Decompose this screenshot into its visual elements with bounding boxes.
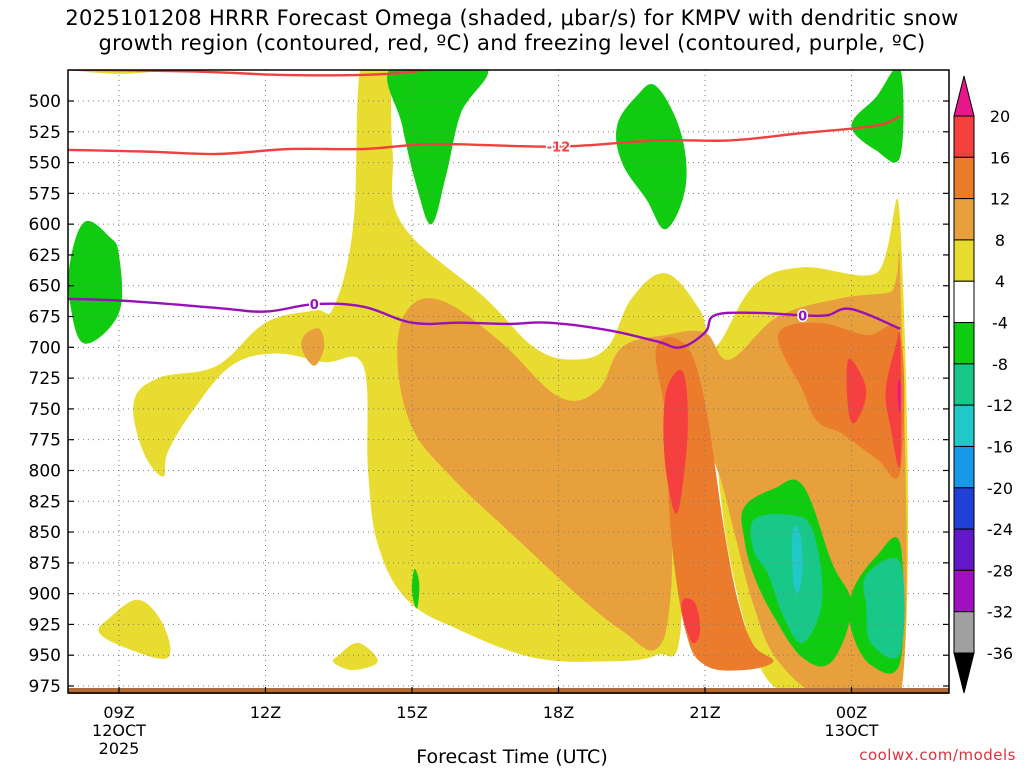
omega-region-3 [332, 642, 378, 671]
x-tick-sublabel-09Z-0: 12OCT [92, 721, 146, 740]
freezing-level-label-2: 0 [797, 308, 809, 326]
y-tick-label-700: 700 [29, 338, 61, 358]
x-tick-label-21Z: 21Z [689, 703, 720, 722]
colorbar-label-5: -4 [992, 314, 1008, 333]
y-tick-label-600: 600 [29, 215, 61, 235]
colorbar-label-0: 20 [990, 107, 1010, 126]
y-tick-label-825: 825 [29, 492, 61, 512]
omega-region-14 [387, 70, 488, 225]
colorbar-label-12: -32 [987, 603, 1013, 622]
colorbar-label-13: -36 [987, 644, 1013, 663]
colorbar: 20 16 12 8 4 -4 -8 -12 -16 -20 -24 -28 -32 -36 [953, 75, 1013, 694]
svg-text:0: 0 [798, 309, 807, 324]
x-tick-sublabel-09Z-1: 2025 [99, 739, 140, 758]
omega-region-12 [885, 331, 902, 468]
colorbar-arrow-top [953, 75, 975, 117]
y-tick-label-625: 625 [29, 246, 61, 266]
chart-title-line-2: growth region (contoured, red, ºC) and f… [98, 31, 926, 55]
x-tick-label-18Z: 18Z [543, 703, 574, 722]
omega-region-10 [681, 598, 701, 644]
freezing-level-contour [68, 297, 901, 349]
omega-region-8 [778, 322, 905, 479]
y-axis: 500 525 550 575 600 625 650 675 700 725 750 775 800 8… [29, 92, 949, 697]
chart-title-line-1: 2025101208 HRRR Forecast Omega (shaded, … [65, 6, 959, 30]
colorbar-label-3: 8 [995, 231, 1005, 250]
omega-region-6 [301, 328, 325, 366]
colorbar-label-2: 12 [990, 190, 1010, 209]
colorbar-arrow-bottom [953, 652, 975, 694]
freezing-level-label-1: 0 [308, 297, 320, 315]
svg-text:0: 0 [310, 298, 319, 313]
colorbar-label-11: -28 [987, 561, 1013, 580]
omega-region-18 [411, 568, 420, 609]
colorbar-box-8 [953, 404, 975, 447]
y-tick-label-750: 750 [29, 400, 61, 420]
colorbar-label-10: -24 [987, 520, 1013, 539]
colorbar-box-2 [953, 156, 975, 200]
y-tick-label-850: 850 [29, 523, 61, 543]
omega-region-21 [750, 513, 823, 644]
y-tick-label-975: 975 [29, 677, 61, 697]
y-tick-label-725: 725 [29, 369, 61, 389]
omega-region-2 [98, 599, 171, 659]
svg-text:-12: -12 [547, 141, 571, 156]
x-tick-label-00Z: 00Z [836, 703, 867, 722]
plot-border [67, 69, 950, 694]
y-tick-label-675: 675 [29, 308, 61, 328]
omega-region-11 [846, 358, 867, 424]
colorbar-box-5 [953, 280, 975, 324]
y-tick-label-525: 525 [29, 123, 61, 143]
omega-region-1 [370, 119, 393, 213]
grid-lines [68, 70, 949, 693]
colorbar-box-1 [953, 115, 975, 158]
colorbar-box-13 [953, 611, 975, 654]
colorbar-label-4: 4 [995, 272, 1005, 291]
omega-region-22 [863, 557, 905, 659]
colorbar-label-9: -20 [987, 479, 1013, 498]
omega-region-9 [663, 369, 688, 514]
y-tick-label-575: 575 [29, 184, 61, 204]
colorbar-box-4 [953, 239, 975, 282]
y-tick-label-950: 950 [29, 646, 61, 666]
omega-region-15 [616, 84, 687, 230]
x-axis-title: Forecast Time (UTC) [416, 746, 608, 768]
colorbar-box-11 [953, 528, 975, 571]
y-tick-label-800: 800 [29, 461, 61, 481]
omega-region-13 [897, 379, 901, 413]
ground-strip [68, 688, 949, 694]
y-tick-label-650: 650 [29, 277, 61, 297]
colorbar-box-3 [953, 198, 975, 241]
y-tick-label-925: 925 [29, 615, 61, 635]
ground-surface [68, 688, 949, 694]
credit-text[interactable]: coolwx.com/models [859, 746, 1016, 764]
x-tick-label-15Z: 15Z [396, 703, 427, 722]
x-tick-label-12Z: 12Z [250, 703, 281, 722]
y-tick-label-550: 550 [29, 154, 61, 174]
colorbar-box-9 [953, 445, 975, 489]
x-tick-sublabel-00Z-0: 13OCT [825, 721, 879, 740]
y-tick-label-875: 875 [29, 554, 61, 574]
plot-frame [67, 69, 950, 694]
colorbar-box-7 [953, 363, 975, 406]
x-tick-label-09Z: 09Z [103, 703, 134, 722]
colorbar-label-8: -16 [987, 437, 1013, 456]
colorbar-box-6 [953, 322, 975, 365]
colorbar-box-10 [953, 487, 975, 530]
dgz-contour-label: -12 [545, 139, 572, 157]
dgz-contour-1 [68, 114, 901, 156]
y-tick-label-500: 500 [29, 92, 61, 112]
colorbar-label-1: 16 [990, 148, 1010, 167]
colorbar-box-12 [953, 569, 975, 613]
colorbar-label-6: -8 [992, 355, 1008, 374]
y-tick-label-900: 900 [29, 585, 61, 605]
chart-title: 2025101208 HRRR Forecast Omega (shaded, … [0, 6, 1024, 56]
colorbar-label-7: -12 [987, 396, 1013, 415]
omega-region-16 [851, 70, 904, 163]
y-tick-label-775: 775 [29, 431, 61, 451]
omega-region-17 [68, 220, 123, 344]
omega-region-23 [792, 526, 803, 594]
omega-shaded-fills [68, 70, 909, 693]
